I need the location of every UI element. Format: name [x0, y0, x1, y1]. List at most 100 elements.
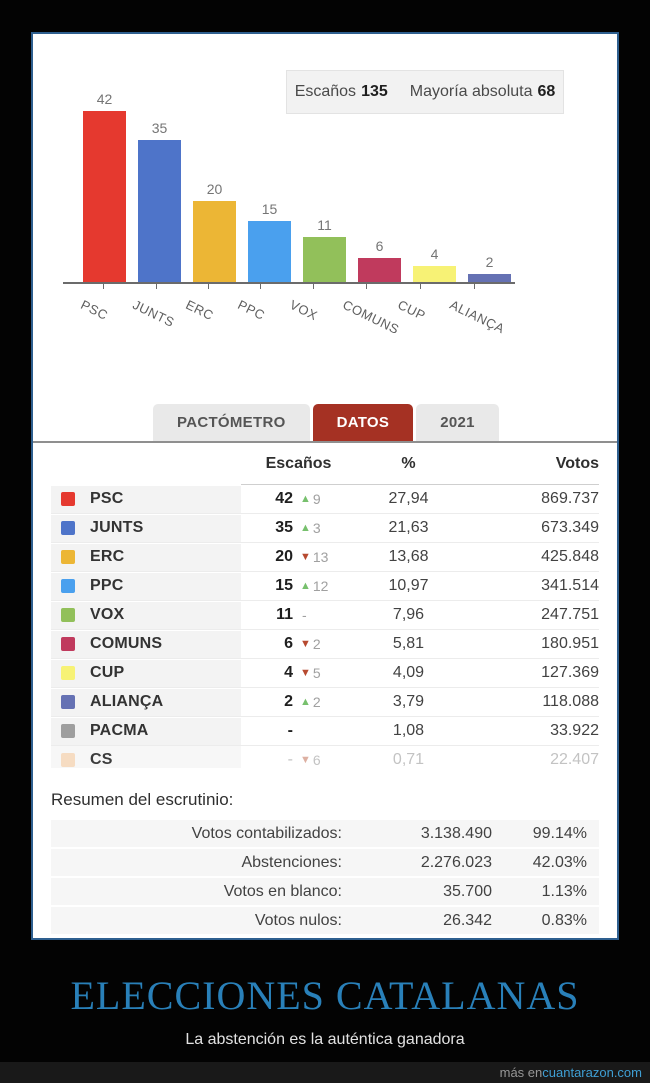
bars: 42 35 20 15 11 6 4 2 [63, 91, 515, 284]
percent-value: 3,79 [392, 693, 425, 710]
party-name: CS [90, 750, 113, 768]
header-party-spacer [51, 443, 241, 485]
seats-value: 15 [275, 577, 293, 594]
votes-value: 673.349 [541, 519, 599, 536]
chart-bar: 4 [413, 246, 456, 282]
summary-row: Votos en blanco: 35.700 1.13% [51, 878, 599, 905]
seats-cell: 4 ▼ 5 [241, 664, 356, 682]
party-cell: PSC [51, 485, 241, 513]
bar-value-label: 42 [96, 91, 113, 107]
party-cell: PACMA [51, 717, 241, 745]
table-row: ALIANÇA 2 ▲ 2 3,79 118.088 [51, 688, 599, 717]
change-amount: - [302, 607, 307, 623]
votes-value: 22.407 [550, 750, 599, 768]
bar-value-label: 20 [206, 181, 223, 197]
axis-tick [312, 284, 314, 289]
page-title: ELECCIONES CATALANAS [70, 973, 580, 1018]
summary-body: Votos contabilizados: 3.138.490 99.14% A… [51, 820, 599, 934]
summary-row: Votos nulos: 26.342 0.83% [51, 907, 599, 934]
axis-tick [419, 284, 421, 289]
seat-change: ▼ 13 [300, 549, 328, 565]
seats-cell: - ▼ 6 [241, 751, 356, 769]
change-amount: 12 [312, 578, 329, 594]
header-percent: % [356, 443, 461, 485]
table-row: CUP 4 ▼ 5 4,09 127.369 [51, 659, 599, 688]
summary-label: Abstenciones: [241, 853, 342, 871]
bar-rect [83, 111, 126, 282]
x-axis-label: JUNTS [130, 297, 178, 330]
watermark-site-link[interactable]: cuantarazon.com [542, 1065, 642, 1080]
absolute-majority-value: 68 [537, 83, 556, 100]
party-cell: ERC [51, 543, 241, 571]
results-card: Escaños 135 Mayoría absoluta 68 42 35 20 1… [31, 32, 619, 940]
x-axis-label-cell: CUP [394, 284, 446, 336]
x-axis-label-cell: PPC [234, 284, 286, 336]
summary-label: Votos contabilizados: [191, 824, 342, 842]
party-name: ERC [90, 548, 125, 565]
seats-value: 4 [284, 664, 293, 681]
seat-change: ▼ 5 [300, 665, 321, 681]
change-amount: 6 [312, 751, 321, 768]
party-cell: CS [51, 746, 241, 768]
percent-value: 5,81 [392, 635, 425, 652]
seats-value: 42 [275, 490, 293, 507]
absolute-majority-label: Mayoría absoluta [409, 83, 533, 100]
seat-change: ▼ 6 [300, 752, 321, 768]
party-name: PPC [90, 577, 124, 594]
summary-section: Resumen del escrutinio: Votos contabiliz… [51, 790, 599, 934]
total-seats-label: Escaños [294, 83, 357, 100]
party-cell: VOX [51, 601, 241, 629]
x-axis-label: ERC [183, 297, 216, 324]
x-axis-label-cell: ERC [182, 284, 234, 336]
chart-bar: 15 [248, 201, 291, 282]
summary-value: 3.138.490 [420, 824, 492, 842]
seats-cell: 11 - [241, 606, 356, 624]
seats-value: - [287, 750, 293, 768]
votes-value: 118.088 [542, 693, 599, 710]
x-axis-label-cell: JUNTS [129, 284, 181, 336]
change-triangle-icon: ▲ [300, 696, 311, 708]
tab-pactometro[interactable]: PACTÓMETRO [153, 404, 310, 441]
x-axis-label: ALIANÇA [447, 297, 508, 337]
x-axis-label-cell: PSC [77, 284, 129, 336]
party-name: CUP [90, 664, 125, 681]
percent-value: 0,71 [392, 750, 425, 768]
seats-cell: - [241, 722, 356, 740]
percent-value: 27,94 [388, 490, 429, 507]
bar-rect [413, 266, 456, 282]
bar-rect [248, 221, 291, 282]
party-color-swatch [61, 550, 75, 564]
party-color-swatch [61, 608, 75, 622]
change-triangle-icon: ▼ [300, 667, 311, 679]
party-color-swatch [61, 579, 75, 593]
watermark-bar: más en cuantarazon.com [0, 1062, 650, 1083]
table-row: CS - ▼ 6 0,71 22.407 [51, 746, 599, 768]
chart-bar: 35 [138, 120, 181, 282]
party-name: ALIANÇA [90, 693, 164, 710]
seats-value: 2 [284, 693, 293, 710]
party-cell: CUP [51, 659, 241, 687]
tab-divider [33, 441, 617, 443]
seats-cell: 2 ▲ 2 [241, 693, 356, 711]
party-cell: COMUNS [51, 630, 241, 658]
table-body: PSC 42 ▲ 9 27,94 869.737 JUNTS 35 ▲ 3 21… [51, 485, 599, 768]
tab-datos[interactable]: DATOS [312, 404, 414, 441]
change-amount: 13 [312, 549, 329, 565]
party-color-swatch [61, 752, 75, 767]
votes-value: 425.848 [541, 548, 599, 565]
party-cell: ALIANÇA [51, 688, 241, 716]
change-triangle-icon: ▼ [300, 753, 311, 766]
bar-value-label: 35 [151, 120, 168, 136]
summary-percent: 99.14% [532, 824, 587, 842]
watermark-prefix: más en [499, 1065, 543, 1080]
table-row: PPC 15 ▲ 12 10,97 341.514 [51, 572, 599, 601]
total-seats-value: 135 [361, 83, 388, 100]
chart-bar: 6 [358, 238, 401, 282]
chart-bar: 11 [303, 217, 346, 282]
x-axis-labels: PSC JUNTS ERC PPC VOX COMUNS CUP ALIANÇA [63, 284, 515, 338]
party-color-swatch [61, 666, 75, 680]
seats-cell: 20 ▼ 13 [241, 548, 356, 566]
x-axis-label: COMUNS [340, 297, 402, 338]
tab-2021[interactable]: 2021 [416, 404, 499, 441]
votes-value: 127.369 [541, 664, 599, 681]
